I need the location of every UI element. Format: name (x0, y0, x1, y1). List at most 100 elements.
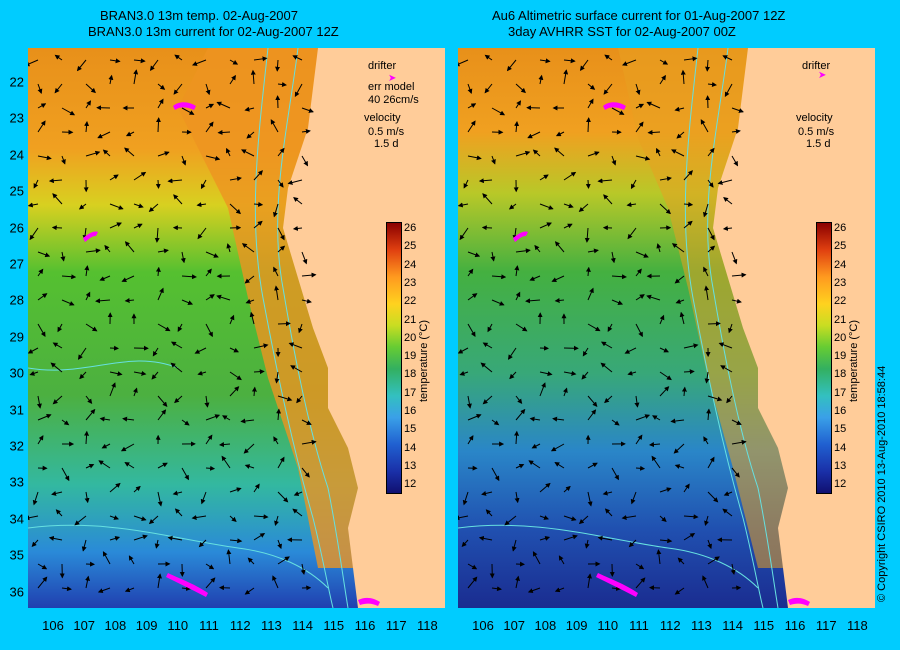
current-vector (76, 59, 87, 72)
current-vector (659, 386, 670, 397)
current-vector (251, 386, 257, 397)
current-vector (462, 491, 469, 506)
current-vector (37, 83, 43, 94)
current-vector (649, 442, 661, 448)
current-vector (562, 387, 568, 397)
current-vector (32, 491, 39, 506)
x-tick-label: 112 (229, 618, 251, 633)
current-vector (229, 538, 243, 544)
current-vector (77, 347, 87, 360)
current-vector (205, 251, 219, 258)
current-vector (723, 196, 733, 205)
current-vector (157, 395, 168, 407)
current-vector (61, 299, 75, 306)
current-vector (29, 370, 39, 376)
current-vector (157, 573, 162, 589)
current-vector (205, 268, 212, 277)
current-vector (229, 515, 237, 523)
current-vector (703, 436, 709, 445)
current-vector (718, 342, 733, 349)
current-vector (515, 248, 531, 254)
current-vector (124, 297, 135, 303)
current-vector (301, 128, 311, 134)
current-vector (157, 248, 169, 254)
current-vector (550, 443, 565, 452)
current-vector (84, 120, 90, 133)
current-vector (731, 298, 742, 304)
current-vector (196, 202, 207, 208)
current-vector (674, 464, 685, 469)
current-vector (109, 536, 121, 541)
current-vector (128, 555, 135, 565)
current-vector (707, 539, 712, 550)
current-vector (728, 323, 733, 334)
current-vector (635, 577, 646, 589)
current-vector (167, 178, 183, 184)
current-vector (659, 74, 666, 85)
current-vector (170, 362, 183, 373)
current-vector (585, 117, 591, 133)
current-vector (61, 107, 76, 116)
current-vector (37, 120, 46, 133)
current-vector (180, 251, 186, 264)
current-vector (122, 416, 135, 422)
current-vector (539, 58, 551, 64)
current-vector (555, 131, 565, 137)
current-vector (604, 54, 613, 61)
current-vector (277, 179, 284, 188)
current-vector (659, 487, 672, 493)
current-vector (539, 371, 553, 377)
current-vector (515, 395, 523, 404)
current-vector (628, 539, 637, 548)
current-vector (301, 251, 308, 265)
current-vector (298, 323, 303, 334)
current-vector (731, 467, 740, 478)
current-vector (683, 56, 698, 62)
current-vector (563, 69, 569, 85)
current-vector (274, 371, 280, 384)
current-vector (532, 551, 541, 565)
left-colorbar (386, 222, 402, 494)
current-vector (587, 83, 596, 90)
current-vector (226, 243, 232, 253)
x-tick-label: 111 (199, 618, 219, 633)
y-tick-label: 25 (9, 183, 24, 199)
y-tick-label: 29 (9, 329, 24, 345)
current-vector (563, 171, 577, 181)
current-vector (253, 170, 263, 181)
current-vector (205, 577, 216, 589)
current-vector (670, 418, 685, 424)
current-vector (467, 83, 473, 94)
current-vector (480, 362, 493, 373)
current-vector (85, 575, 90, 589)
current-vector (133, 370, 147, 376)
colorbar-tick-label: 25 (404, 240, 417, 253)
current-vector (61, 419, 70, 426)
current-vector (85, 150, 101, 157)
current-vector (229, 203, 241, 215)
current-vector (467, 576, 478, 589)
current-vector (597, 178, 613, 184)
current-vector (539, 515, 550, 520)
current-vector (587, 395, 598, 407)
current-vector (174, 395, 183, 404)
current-vector (181, 299, 194, 305)
current-vector (731, 419, 742, 425)
colorbar-tick-label: 14 (834, 441, 847, 454)
current-vector (28, 59, 39, 67)
current-vector (707, 245, 716, 253)
current-vector (109, 222, 122, 229)
current-vector (229, 386, 240, 397)
current-vector (301, 439, 317, 445)
current-vector (635, 268, 642, 277)
current-vector (204, 395, 210, 408)
current-vector (109, 371, 123, 377)
current-vector (226, 549, 232, 565)
drifter-tracks (513, 102, 810, 606)
current-vector (459, 370, 469, 376)
current-vector (659, 371, 672, 381)
x-tick-label: 110 (597, 618, 619, 633)
current-vector (704, 371, 710, 384)
current-vector (585, 179, 591, 189)
current-vector (659, 314, 665, 325)
